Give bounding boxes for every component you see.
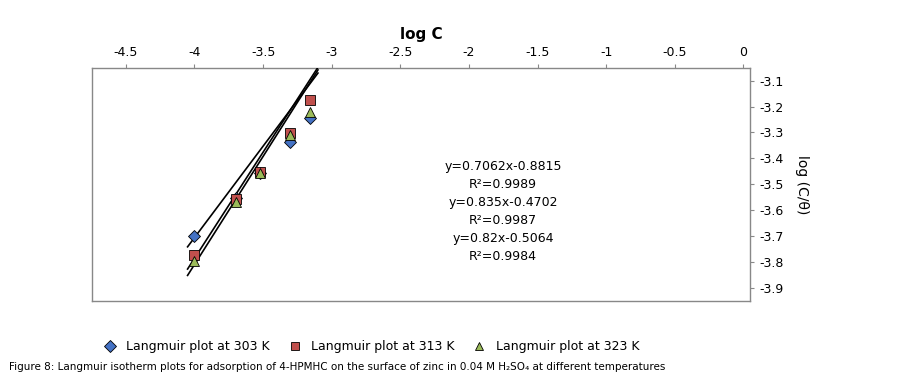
- Legend: Langmuir plot at 303 K, Langmuir plot at 313 K, Langmuir plot at 323 K: Langmuir plot at 303 K, Langmuir plot at…: [92, 335, 644, 358]
- Text: y=0.7062x-0.8815: y=0.7062x-0.8815: [445, 159, 562, 173]
- Text: y=0.835x-0.4702: y=0.835x-0.4702: [448, 196, 558, 209]
- Text: R²=0.9984: R²=0.9984: [469, 250, 537, 263]
- Text: R²=0.9987: R²=0.9987: [469, 214, 537, 227]
- Text: y=0.82x-0.5064: y=0.82x-0.5064: [453, 232, 554, 245]
- Y-axis label: log (C/θ): log (C/θ): [795, 155, 809, 214]
- X-axis label: log C: log C: [400, 27, 442, 42]
- Text: R²=0.9989: R²=0.9989: [469, 178, 537, 191]
- Text: Figure 8: Langmuir isotherm plots for adsorption of 4-HPMHC on the surface of zi: Figure 8: Langmuir isotherm plots for ad…: [9, 362, 665, 372]
